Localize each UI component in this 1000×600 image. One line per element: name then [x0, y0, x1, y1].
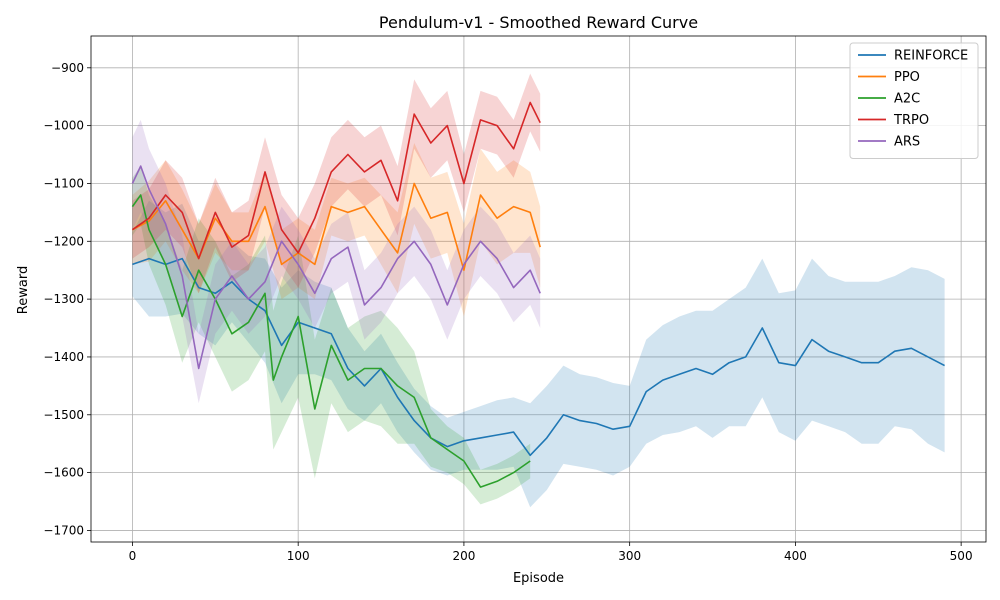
y-tick-label: −1500	[43, 408, 84, 422]
confidence-band-ppo	[132, 143, 541, 317]
legend-label-ppo: PPO	[894, 70, 920, 85]
legend-label-a2c: A2C	[894, 92, 920, 107]
plot-area: 0 100 200 300 400 500 −1700 −1600 −1500 −1400 −130…	[43, 35, 987, 563]
series-line-ars	[131, 165, 541, 370]
y-tick-label: −1200	[43, 234, 84, 248]
legend-label-ars: ARS	[894, 135, 920, 150]
x-tick-label: 400	[784, 549, 807, 563]
legend-label-trpo: TRPO	[893, 113, 929, 128]
y-tick-label: −1600	[43, 466, 84, 480]
y-tick-label: −1400	[43, 350, 84, 364]
legend-label-reinforce: REINFORCE	[894, 49, 968, 64]
legend: REINFORCE PPO A2C TRPO ARS	[849, 42, 979, 159]
y-axis-label: Reward	[16, 266, 31, 314]
x-tick-label: 300	[618, 549, 641, 563]
x-axis-label: Episode	[513, 571, 564, 586]
x-tick-label: 0	[129, 549, 137, 563]
legend-box	[849, 42, 979, 159]
series-line-trpo	[131, 101, 541, 260]
y-tick-label: −1300	[43, 292, 84, 306]
series-line-a2c	[131, 194, 531, 488]
x-tick-label: 200	[452, 549, 475, 563]
confidence-band-ars	[132, 119, 541, 404]
y-tick-label: −900	[51, 61, 84, 75]
x-tick-label: 100	[287, 549, 310, 563]
confidence-band-trpo	[132, 73, 541, 294]
y-tick-label: −1000	[43, 119, 84, 133]
y-tick-label: −1700	[43, 523, 84, 537]
plot-frame	[90, 35, 987, 543]
y-tick-label: −1100	[43, 176, 84, 190]
chart-title: Pendulum-v1 - Smoothed Reward Curve	[379, 13, 698, 32]
x-tick-label: 500	[950, 549, 973, 563]
